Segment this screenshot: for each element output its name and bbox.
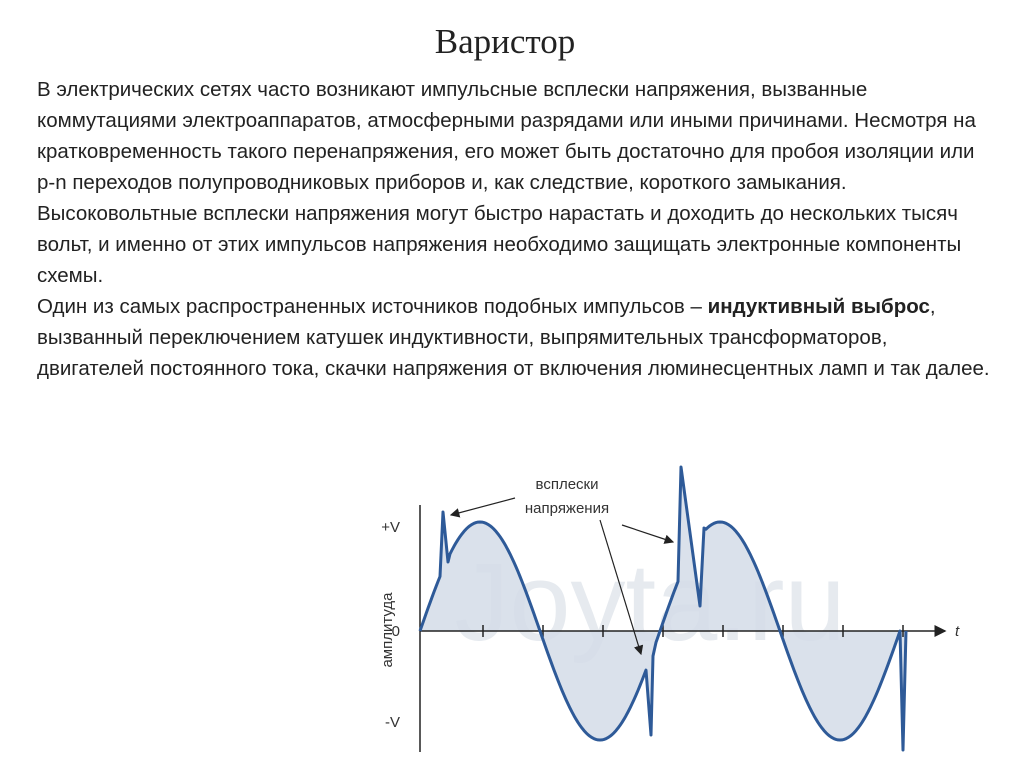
annotation: напряжения — [525, 500, 609, 517]
text: В электрических сетях часто возникают им… — [37, 78, 976, 287]
tick-label: -V — [385, 714, 400, 731]
annotation: всплески — [536, 476, 599, 493]
title: Варистор — [434, 22, 576, 61]
arrows — [449, 497, 675, 656]
tick-label: 0 — [392, 623, 400, 640]
body-text: В электрических сетях часто возникают им… — [37, 74, 997, 384]
bold-text: индуктивный выброс — [707, 295, 930, 318]
text: Один из самых распространенных источнико… — [37, 295, 708, 318]
y-axis-label: амплитуда — [379, 592, 396, 668]
tick-label: +V — [381, 519, 400, 536]
x-axis-label: t — [955, 623, 960, 640]
text: , вызванный переключением катушек индукт… — [37, 295, 990, 380]
paragraph: Один из самых распространенных источнико… — [37, 291, 997, 384]
paragraph: В электрических сетях часто возникают им… — [37, 74, 997, 291]
waveform — [418, 465, 908, 752]
wave-fill — [420, 467, 906, 750]
